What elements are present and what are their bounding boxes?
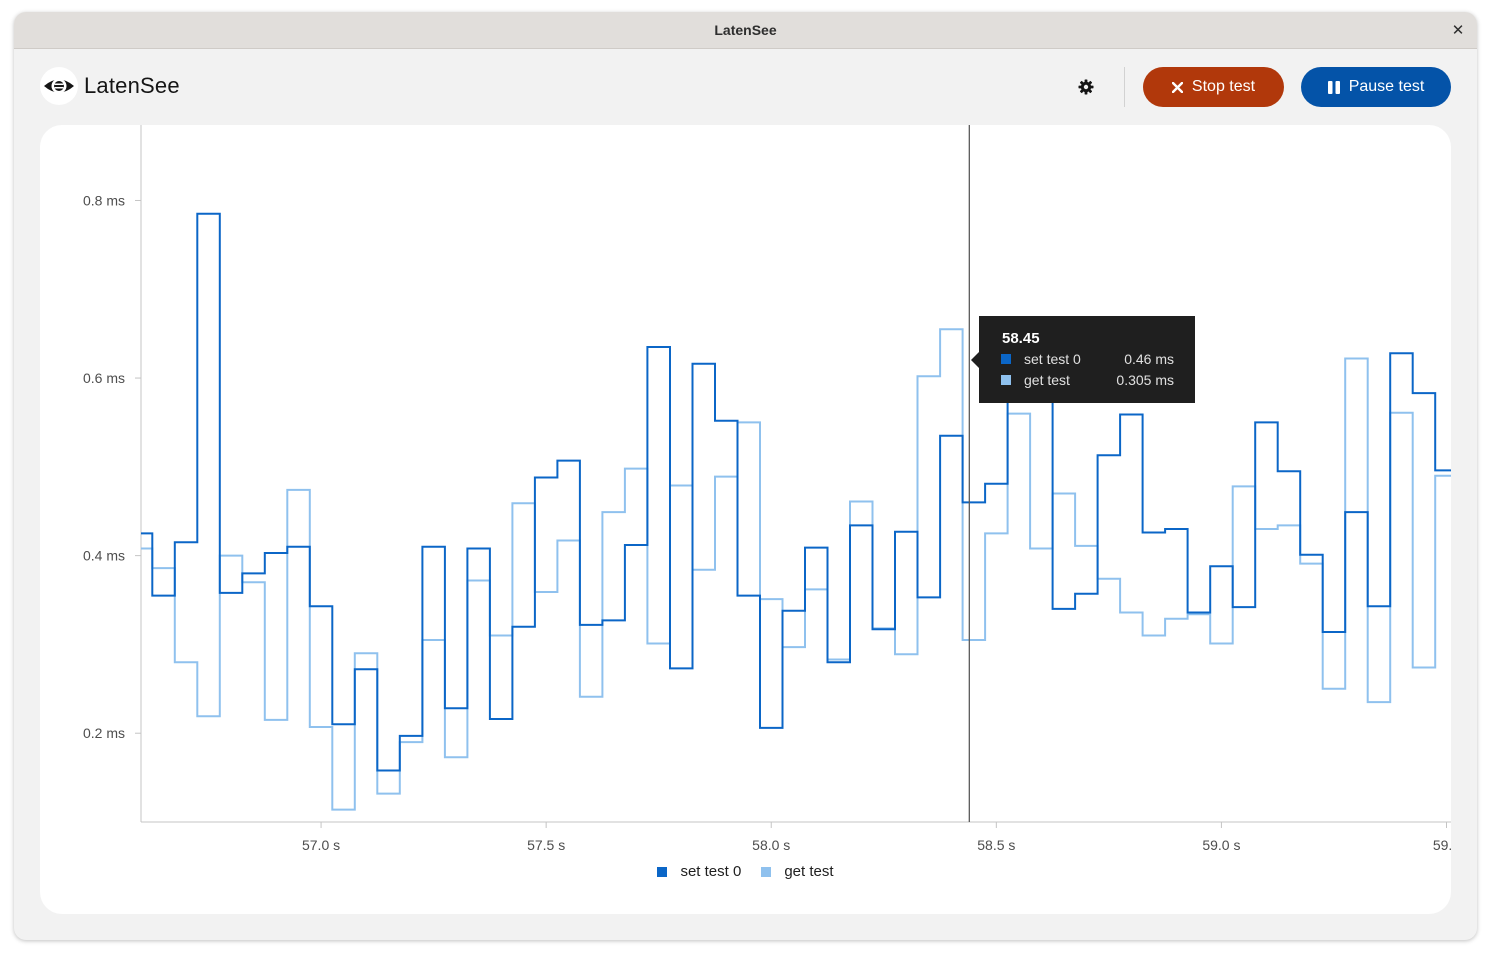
legend-item-get-test[interactable]: get test	[761, 863, 834, 880]
tooltip-swatch	[1001, 354, 1011, 364]
x-tick-label: 57.0 s	[302, 837, 340, 853]
pause-test-label: Pause test	[1348, 78, 1425, 95]
series-line-get-test	[141, 328, 1451, 811]
title-bar: LatenSee ✕	[14, 12, 1477, 49]
x-tick-label: 59.5	[1433, 837, 1451, 853]
series-line-set-test	[141, 212, 1451, 772]
tooltip-title: 58.45	[1002, 330, 1040, 347]
gear-icon[interactable]	[1074, 75, 1098, 99]
tooltip-swatch	[1001, 375, 1011, 385]
y-tick-label: 0.2 ms	[83, 725, 125, 741]
latency-chart[interactable]: 0.2 ms 0.4 ms 0.6 ms 0.8 ms 57.0 s 57.5 s 58.0…	[40, 125, 1451, 914]
tooltip-series-value: 0.46 ms	[1124, 351, 1174, 367]
pause-test-button[interactable]: Pause test	[1301, 67, 1451, 107]
tooltip-row: set test 0 0.46 ms	[1001, 351, 1174, 367]
tooltip-series-name: set test 0	[1024, 351, 1081, 367]
pause-icon	[1327, 80, 1340, 94]
y-tick-label: 0.8 ms	[83, 192, 125, 208]
legend-swatch-light	[761, 866, 772, 877]
app-header: LatenSee	[14, 49, 1477, 125]
header-divider	[1124, 67, 1125, 107]
app-name: LatenSee	[84, 73, 180, 98]
stop-test-label: Stop test	[1191, 78, 1256, 95]
stop-test-button[interactable]: Stop test	[1143, 67, 1284, 107]
eye-logo-icon	[40, 67, 78, 105]
legend-label: get test	[784, 863, 834, 880]
close-icon	[1171, 81, 1183, 93]
y-tick-label: 0.4 ms	[83, 548, 125, 564]
y-tick-label: 0.6 ms	[83, 370, 125, 386]
window-title: LatenSee	[714, 22, 777, 38]
app-window: LatenSee ✕ LatenSee	[14, 12, 1477, 940]
tooltip-row: get test 0.305 ms	[1001, 372, 1174, 388]
legend-swatch-dark	[657, 866, 668, 877]
tooltip-arrow	[971, 352, 979, 368]
x-tick-label: 57.5 s	[527, 837, 565, 853]
tooltip-series-value: 0.305 ms	[1116, 372, 1174, 388]
x-tick-label: 58.5 s	[977, 837, 1015, 853]
legend-label: set test 0	[680, 863, 742, 880]
tooltip-series-name: get test	[1024, 372, 1070, 388]
x-tick-label: 59.0 s	[1202, 837, 1240, 853]
chart-legend: set test 0 get test	[40, 863, 1451, 880]
x-tick-label: 58.0 s	[752, 837, 790, 853]
close-icon[interactable]: ✕	[1451, 22, 1465, 39]
legend-item-set-test[interactable]: set test 0	[657, 863, 741, 880]
brand: LatenSee	[40, 67, 180, 105]
chart-tooltip: 58.45 set test 0 0.46 ms get test 0.305 …	[971, 316, 1195, 403]
chart-card: 0.2 ms 0.4 ms 0.6 ms 0.8 ms 57.0 s 57.5 s 58.0…	[40, 125, 1451, 914]
